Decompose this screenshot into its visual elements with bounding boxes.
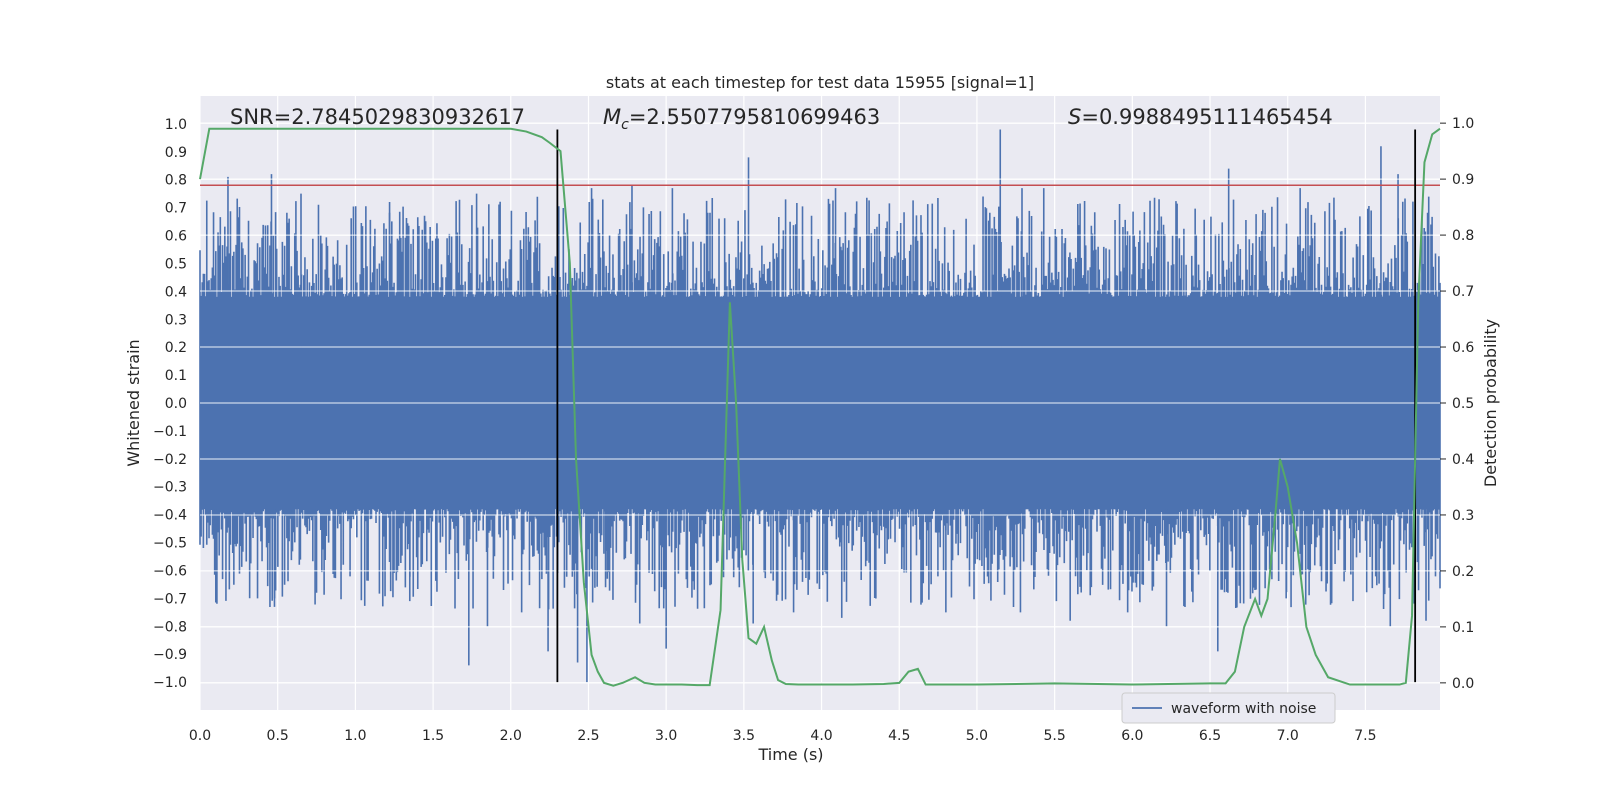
y-axis-label: Whitened strain: [124, 339, 143, 466]
x-tick-label: 2.0: [500, 728, 522, 744]
legend-label: waveform with noise: [1171, 701, 1316, 717]
x-tick-label: 6.0: [1121, 728, 1143, 744]
y-tick-label: −0.2: [153, 452, 187, 468]
detection-probability-line: [199, 127, 1441, 687]
y2-tick-labels: 1.0 0.9 0.8 0.7 0.6 0.5 0.4 0.3 0.2 0.1 0.0: [1440, 116, 1474, 692]
y-tick-label: 0.6: [165, 229, 187, 245]
x-tick-label: 5.0: [966, 728, 988, 744]
y2-tick-label: 0.8: [1452, 228, 1474, 244]
y-tick-label: −0.6: [153, 563, 187, 579]
x-tick-label: 4.0: [810, 728, 832, 744]
y-tick-label: 0.3: [165, 312, 187, 328]
x-tick-label: 0.0: [189, 728, 211, 744]
y2-tick-label: 1.0: [1452, 116, 1474, 132]
y-tick-label: −0.3: [153, 480, 187, 496]
x-tick-label: 4.5: [888, 728, 910, 744]
y2-tick-label: 0.9: [1452, 172, 1474, 188]
s-annotation: S=0.9988495111465454: [1068, 105, 1333, 129]
y-tick-label: 0.0: [165, 396, 187, 412]
y2-tick-label: 0.0: [1452, 676, 1474, 692]
y2-tick-label: 0.6: [1452, 340, 1474, 356]
y-tick-label: −1.0: [153, 675, 187, 691]
x-tick-label: 3.0: [655, 728, 677, 744]
vertical-markers: [556, 129, 1417, 683]
x-tick-label: 2.5: [577, 728, 599, 744]
legend: waveform with noise: [1121, 692, 1336, 724]
x-tick-label: 5.5: [1044, 728, 1066, 744]
x-tick-label: 3.5: [733, 728, 755, 744]
y2-tick-label: 0.7: [1452, 284, 1474, 300]
y2-axis-label: Detection probability: [1481, 319, 1500, 487]
y-tick-label: 0.8: [165, 173, 187, 189]
x-tick-label: 1.5: [422, 728, 444, 744]
y-tick-label: −0.1: [153, 424, 187, 440]
legend-box: [1121, 692, 1336, 724]
x-tick-label: 1.0: [344, 728, 366, 744]
y-tick-label: −0.4: [153, 508, 187, 524]
y-tick-label: −0.8: [153, 619, 187, 635]
chirp-mass-annotation: Mc=2.5507795810699463: [603, 105, 880, 133]
x-tick-label: 0.5: [267, 728, 289, 744]
y2-tick-label: 0.4: [1452, 452, 1474, 468]
s-symbol: S: [1068, 105, 1081, 129]
s-value: =0.9988495111465454: [1081, 105, 1332, 129]
y-tick-label: 0.7: [165, 201, 187, 217]
y-tick-label: −0.9: [153, 647, 187, 663]
x-tick-label: 7.0: [1277, 728, 1299, 744]
x-tick-labels: 0.0 0.5 1.0 1.5 2.0 2.5 3.0 3.5 4.0 4.5 5.0 5.5 6.0 6…: [189, 728, 1377, 744]
y-tick-label: −0.5: [153, 536, 187, 552]
y-tick-label: 0.5: [165, 256, 187, 272]
y-tick-label: 0.9: [165, 145, 187, 161]
y-tick-label: 0.1: [165, 368, 187, 384]
x-tick-label: 6.5: [1199, 728, 1221, 744]
chirp-mass-subscript: c: [621, 117, 629, 133]
y-tick-labels: 1.0 0.9 0.8 0.7 0.6 0.5 0.4 0.3 0.2 0.1 0.0 −0.1 −0.…: [153, 117, 187, 691]
y-tick-label: 1.0: [165, 117, 187, 133]
chirp-mass-value: =2.5507795810699463: [629, 105, 880, 129]
x-tick-label: 7.5: [1354, 728, 1376, 744]
y-tick-label: 0.4: [165, 284, 187, 300]
snr-annotation: SNR=2.7845029830932617: [230, 105, 525, 129]
y2-tick-label: 0.3: [1452, 508, 1474, 524]
y-tick-label: 0.2: [165, 340, 187, 356]
waveform-series: [199, 122, 1441, 684]
chirp-mass-symbol: M: [603, 105, 621, 129]
y2-tick-label: 0.1: [1452, 620, 1474, 636]
chart-title: stats at each timestep for test data 159…: [606, 73, 1034, 92]
y-tick-label: −0.7: [153, 591, 187, 607]
y2-tick-label: 0.2: [1452, 564, 1474, 580]
y2-tick-label: 0.5: [1452, 396, 1474, 412]
x-axis-label: Time (s): [757, 745, 823, 764]
